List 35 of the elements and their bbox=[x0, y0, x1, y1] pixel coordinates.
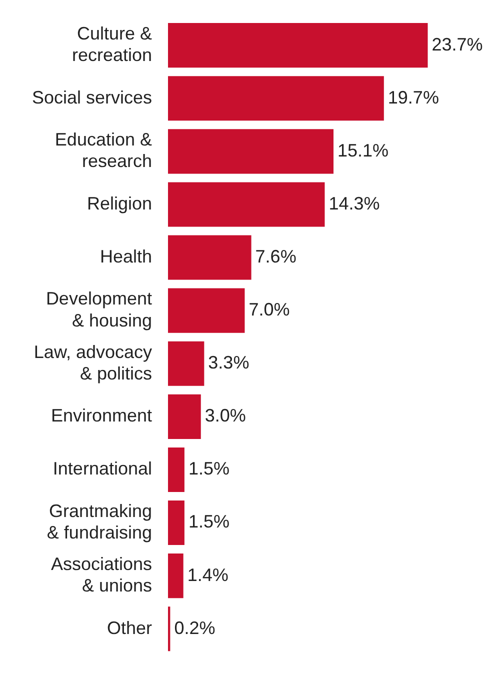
bar bbox=[168, 341, 204, 386]
bar bbox=[168, 182, 325, 227]
bar bbox=[168, 554, 184, 598]
bar bbox=[168, 288, 245, 333]
data-label: 7.0% bbox=[248, 300, 290, 320]
bar bbox=[168, 235, 252, 280]
bar bbox=[168, 129, 334, 174]
data-label: 0.2% bbox=[174, 618, 216, 638]
y-tick-label: Environment bbox=[50, 406, 152, 426]
y-tick-label: Social services bbox=[32, 87, 152, 108]
data-label: 19.7% bbox=[388, 87, 439, 108]
y-tick-label: International bbox=[52, 458, 152, 479]
y-tick-label: Health bbox=[100, 246, 152, 266]
data-label: 14.3% bbox=[328, 193, 380, 214]
data-label: 15.1% bbox=[337, 140, 389, 160]
data-label: 23.7% bbox=[432, 34, 483, 54]
data-label: 3.3% bbox=[208, 352, 250, 373]
y-tick-label: Law, advocacy & politics bbox=[34, 342, 152, 384]
data-label: 1.5% bbox=[188, 458, 230, 479]
data-label: 1.4% bbox=[187, 564, 228, 585]
y-tick-label: Culture & recreation bbox=[72, 23, 152, 66]
bar bbox=[168, 447, 184, 492]
y-tick-label: Other bbox=[106, 618, 152, 638]
y-tick-label: Religion bbox=[86, 193, 152, 214]
y-tick-label: Associations & unions bbox=[50, 554, 152, 596]
bar bbox=[168, 394, 201, 439]
bar bbox=[168, 500, 184, 546]
data-label: 1.5% bbox=[188, 512, 230, 532]
bar bbox=[168, 76, 384, 121]
data-label: 7.6% bbox=[255, 246, 296, 266]
bar bbox=[168, 23, 428, 68]
y-tick-label: Grantmaking & fundraising bbox=[46, 500, 152, 543]
data-label: 3.0% bbox=[204, 406, 246, 426]
y-tick-label: Development & housing bbox=[46, 288, 152, 330]
y-tick-label: Education & research bbox=[54, 130, 152, 172]
